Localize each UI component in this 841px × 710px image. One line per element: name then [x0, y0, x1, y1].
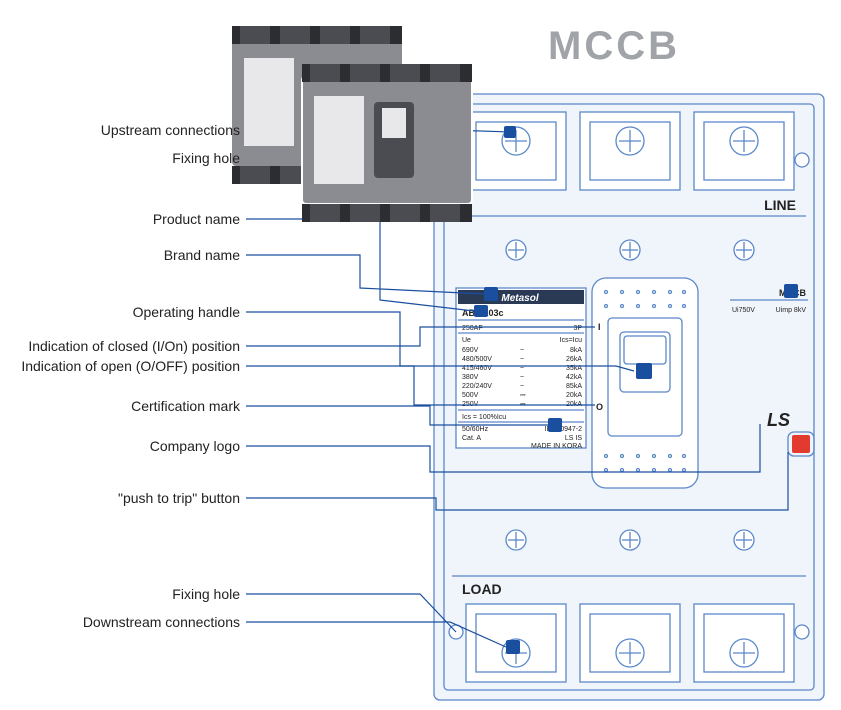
svg-text:MADE IN KORA: MADE IN KORA	[531, 443, 582, 450]
callout-ind-off: Indication of open (O/OFF) position	[21, 358, 240, 374]
off-indicator: O	[596, 402, 603, 412]
callout-downstream: Downstream connections	[83, 614, 240, 630]
svg-text:500V: 500V	[462, 392, 479, 399]
on-indicator: I	[598, 322, 601, 332]
svg-text:⎓: ⎓	[520, 392, 526, 399]
callout-brand-name: Brand name	[164, 247, 240, 263]
svg-text:42kA: 42kA	[566, 374, 582, 381]
svg-text:Cat. A: Cat. A	[462, 435, 481, 442]
callout-ind-on: Indication of closed (I/On) position	[28, 338, 240, 354]
marker-m-mccb	[784, 284, 798, 298]
callout-company-logo: Company logo	[150, 438, 240, 454]
ui-label: Ui750V	[732, 307, 755, 314]
brand-text: Metasol	[501, 293, 538, 304]
operating-handle	[620, 332, 670, 392]
svg-text:26kA: 26kA	[566, 356, 582, 363]
marker-m-downstream	[506, 640, 520, 654]
svg-text:380V: 380V	[462, 374, 479, 381]
company-logo: LS	[767, 410, 790, 430]
marker-m-product	[474, 305, 488, 317]
uimp-label: Uimp 8kV	[776, 307, 807, 314]
marker-m-trip	[792, 435, 810, 453]
svg-text:Ue: Ue	[462, 337, 471, 344]
frame-text: 250AF	[462, 325, 483, 332]
svg-text:Ics=Icu: Ics=Icu	[560, 337, 582, 344]
line-label: LINE	[764, 197, 796, 213]
svg-text:~: ~	[520, 383, 524, 390]
fixing-hole-bot-right	[795, 625, 809, 639]
marker-m-handle	[636, 363, 652, 379]
svg-text:480/500V: 480/500V	[462, 356, 492, 363]
diagram-svg: LINE MCCB Ui750V Uimp 8kV I O	[0, 0, 841, 710]
svg-text:220/240V: 220/240V	[462, 383, 492, 390]
callout-operating-handle: Operating handle	[133, 304, 240, 320]
svg-text:20kA: 20kA	[566, 392, 582, 399]
svg-text:690V: 690V	[462, 347, 479, 354]
marker-m-upstream	[504, 126, 516, 138]
load-label: LOAD	[462, 581, 502, 597]
fixing-hole-top-right	[795, 153, 809, 167]
svg-text:Ics = 100%Icu: Ics = 100%Icu	[462, 414, 506, 421]
callout-fixing-bot: Fixing hole	[172, 586, 240, 602]
callout-push-trip: "push to trip" button	[118, 490, 240, 506]
svg-text:8kA: 8kA	[570, 347, 582, 354]
svg-text:LS IS: LS IS	[565, 435, 582, 442]
callout-cert: Certification mark	[131, 398, 240, 414]
upstream-terminals	[466, 112, 794, 190]
svg-text:85kA: 85kA	[566, 383, 582, 390]
poles-text: 3P	[573, 325, 582, 332]
svg-text:50/60Hz: 50/60Hz	[462, 426, 489, 433]
svg-text:~: ~	[520, 347, 524, 354]
svg-text:~: ~	[520, 356, 524, 363]
callout-product-name: Product name	[153, 211, 240, 227]
marker-m-brand	[484, 287, 498, 301]
svg-text:~: ~	[520, 374, 524, 381]
callout-fixing-top: Fixing hole	[172, 150, 240, 166]
marker-m-cert	[548, 418, 562, 432]
mccb-diagram: LINE MCCB Ui750V Uimp 8kV I O	[434, 94, 824, 700]
product-photo	[232, 26, 472, 222]
callout-upstream: Upstream connections	[101, 122, 240, 138]
